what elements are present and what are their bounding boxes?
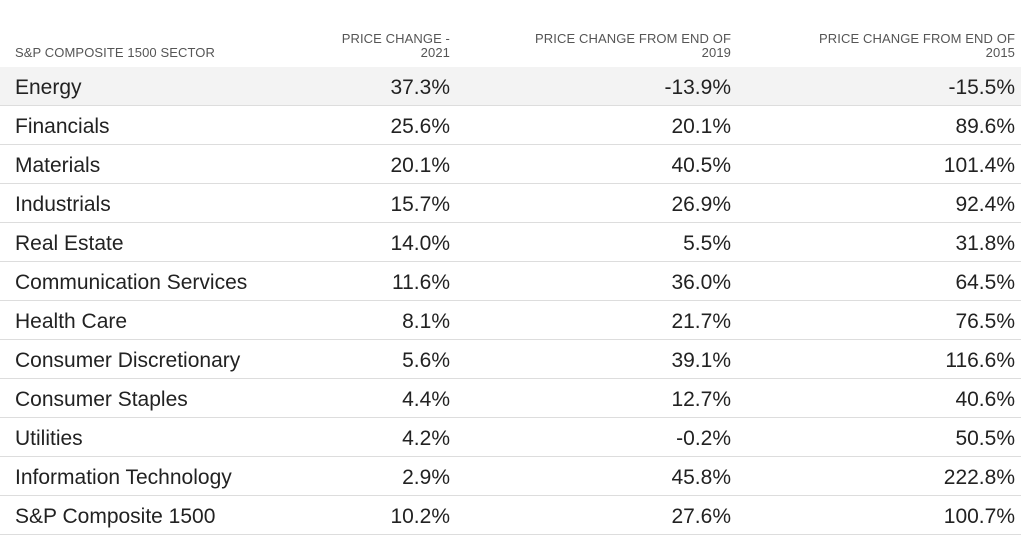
cell-sector: Consumer Staples xyxy=(15,388,188,411)
column-header-line: 2019 xyxy=(701,45,731,60)
cell-price-change-2021: 15.7% xyxy=(390,193,450,216)
cell-price-change-2015: 222.8% xyxy=(943,466,1015,489)
cell-price-change-2021: 8.1% xyxy=(402,310,450,333)
cell-sector: Real Estate xyxy=(15,232,124,255)
column-header-line: 2015 xyxy=(985,45,1015,60)
cell-price-change-2019: 12.7% xyxy=(671,388,731,411)
cell-price-change-2019: 20.1% xyxy=(671,115,731,138)
cell-price-change-2021: 4.2% xyxy=(402,427,450,450)
column-header-price-change-2019: PRICE CHANGE FROM END OF 2019 xyxy=(481,32,731,60)
cell-price-change-2015: 50.5% xyxy=(955,427,1015,450)
cell-sector: Utilities xyxy=(15,427,83,450)
table-row: S&P Composite 1500 10.2% 27.6% 100.7% xyxy=(0,496,1021,535)
cell-price-change-2015: -15.5% xyxy=(948,76,1015,99)
cell-price-change-2019: 5.5% xyxy=(683,232,731,255)
cell-price-change-2015: 64.5% xyxy=(955,271,1015,294)
cell-price-change-2021: 37.3% xyxy=(390,76,450,99)
column-header-price-change-2021: PRICE CHANGE - 2021 xyxy=(250,32,450,60)
column-header-line: S&P COMPOSITE 1500 SECTOR xyxy=(15,45,215,60)
cell-price-change-2021: 5.6% xyxy=(402,349,450,372)
cell-sector: Health Care xyxy=(15,310,128,333)
table-row: Communication Services 11.6% 36.0% 64.5% xyxy=(0,262,1021,301)
table-row: Consumer Discretionary 5.6% 39.1% 116.6% xyxy=(0,340,1021,379)
cell-price-change-2021: 4.4% xyxy=(402,388,450,411)
cell-price-change-2021: 10.2% xyxy=(390,505,450,528)
cell-price-change-2019: 45.8% xyxy=(671,466,731,489)
cell-sector: Consumer Discretionary xyxy=(15,349,241,372)
cell-price-change-2015: 31.8% xyxy=(955,232,1015,255)
column-header-line: PRICE CHANGE - xyxy=(341,31,450,46)
table-body: Energy 37.3% -13.9% -15.5% Financials 25.6% 20… xyxy=(0,67,1021,535)
table-row: Energy 37.3% -13.9% -15.5% xyxy=(0,67,1021,106)
cell-price-change-2015: 76.5% xyxy=(955,310,1015,333)
cell-sector: Financials xyxy=(15,115,110,138)
cell-price-change-2015: 92.4% xyxy=(955,193,1015,216)
cell-price-change-2019: 21.7% xyxy=(671,310,731,333)
cell-price-change-2019: 39.1% xyxy=(671,349,731,372)
cell-price-change-2021: 2.9% xyxy=(402,466,450,489)
cell-price-change-2015: 40.6% xyxy=(955,388,1015,411)
cell-price-change-2021: 11.6% xyxy=(392,271,450,294)
table-header: S&P COMPOSITE 1500 SECTOR PRICE CHANGE -… xyxy=(0,0,1021,60)
cell-price-change-2015: 116.6% xyxy=(945,349,1015,372)
cell-price-change-2021: 25.6% xyxy=(390,115,450,138)
column-header-sector: S&P COMPOSITE 1500 SECTOR xyxy=(15,46,215,60)
table-row: Industrials 15.7% 26.9% 92.4% xyxy=(0,184,1021,223)
cell-sector: Energy xyxy=(15,76,82,99)
cell-sector: S&P Composite 1500 xyxy=(15,505,216,528)
table-row: Materials 20.1% 40.5% 101.4% xyxy=(0,145,1021,184)
column-header-price-change-2015: PRICE CHANGE FROM END OF 2015 xyxy=(765,32,1015,60)
cell-price-change-2019: -13.9% xyxy=(664,76,731,99)
cell-price-change-2019: 36.0% xyxy=(671,271,731,294)
table-row: Information Technology 2.9% 45.8% 222.8% xyxy=(0,457,1021,496)
table-row: Financials 25.6% 20.1% 89.6% xyxy=(0,106,1021,145)
cell-price-change-2019: 27.6% xyxy=(671,505,731,528)
cell-price-change-2021: 20.1% xyxy=(390,154,450,177)
cell-price-change-2019: 40.5% xyxy=(671,154,731,177)
cell-sector: Communication Services xyxy=(15,271,248,294)
cell-price-change-2019: -0.2% xyxy=(676,427,731,450)
table-row: Consumer Staples 4.4% 12.7% 40.6% xyxy=(0,379,1021,418)
column-header-line: PRICE CHANGE FROM END OF xyxy=(819,31,1015,46)
cell-sector: Information Technology xyxy=(15,466,232,489)
column-header-line: PRICE CHANGE FROM END OF xyxy=(535,31,731,46)
column-header-line: 2021 xyxy=(420,45,450,60)
cell-price-change-2015: 89.6% xyxy=(955,115,1015,138)
cell-sector: Industrials xyxy=(15,193,111,216)
cell-price-change-2015: 100.7% xyxy=(943,505,1015,528)
cell-price-change-2015: 101.4% xyxy=(943,154,1015,177)
cell-price-change-2019: 26.9% xyxy=(671,193,731,216)
cell-sector: Materials xyxy=(15,154,101,177)
table-row: Health Care 8.1% 21.7% 76.5% xyxy=(0,301,1021,340)
table-row: Utilities 4.2% -0.2% 50.5% xyxy=(0,418,1021,457)
cell-price-change-2021: 14.0% xyxy=(390,232,450,255)
table-row: Real Estate 14.0% 5.5% 31.8% xyxy=(0,223,1021,262)
